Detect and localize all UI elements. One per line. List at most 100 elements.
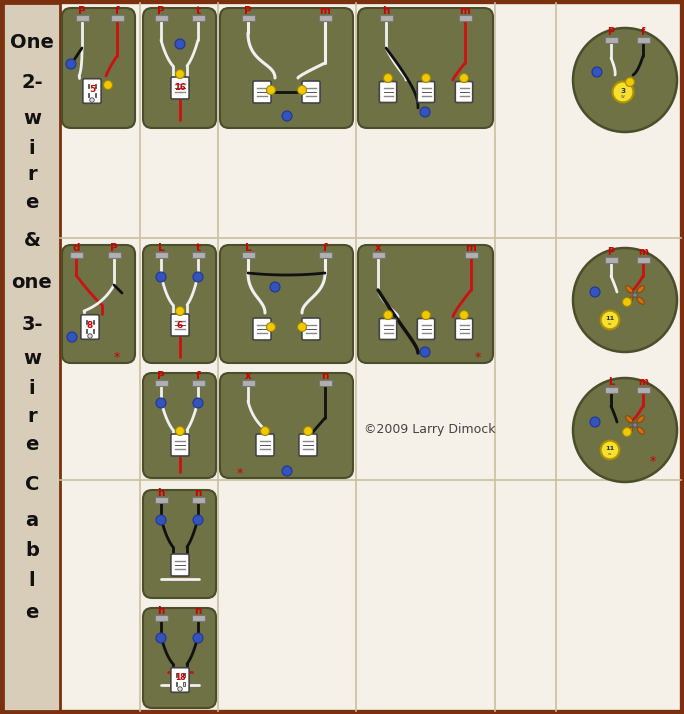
- FancyBboxPatch shape: [62, 8, 135, 128]
- Text: x: x: [375, 243, 382, 253]
- Text: P: P: [244, 6, 252, 16]
- FancyBboxPatch shape: [256, 434, 274, 456]
- Ellipse shape: [626, 286, 633, 293]
- Circle shape: [270, 282, 280, 292]
- Circle shape: [460, 74, 469, 83]
- FancyBboxPatch shape: [358, 8, 493, 128]
- Text: r: r: [27, 406, 37, 426]
- Bar: [380, 15, 393, 21]
- Text: e: e: [25, 435, 39, 453]
- Ellipse shape: [626, 297, 633, 304]
- Text: n: n: [321, 371, 329, 381]
- Bar: [319, 380, 332, 386]
- FancyBboxPatch shape: [143, 608, 216, 708]
- Text: h: h: [157, 606, 165, 616]
- Text: 6: 6: [177, 321, 183, 329]
- Bar: [86, 320, 88, 324]
- FancyBboxPatch shape: [302, 318, 320, 340]
- Circle shape: [103, 81, 112, 89]
- Bar: [155, 15, 168, 21]
- Bar: [637, 37, 650, 43]
- Circle shape: [267, 323, 276, 331]
- FancyBboxPatch shape: [81, 315, 99, 339]
- FancyBboxPatch shape: [143, 373, 216, 478]
- Circle shape: [282, 111, 292, 121]
- Text: P: P: [110, 243, 118, 253]
- Text: e: e: [25, 603, 39, 621]
- Text: i: i: [29, 139, 36, 158]
- Circle shape: [421, 74, 430, 83]
- Bar: [111, 15, 124, 21]
- FancyBboxPatch shape: [299, 434, 317, 456]
- Bar: [88, 84, 90, 89]
- Text: i: i: [29, 378, 36, 398]
- Circle shape: [193, 633, 203, 643]
- Circle shape: [156, 515, 166, 525]
- Bar: [94, 84, 96, 89]
- Text: t: t: [196, 6, 200, 16]
- Text: w: w: [23, 348, 41, 368]
- FancyBboxPatch shape: [253, 318, 271, 340]
- Circle shape: [601, 441, 619, 459]
- Bar: [192, 380, 205, 386]
- Circle shape: [573, 28, 677, 132]
- Ellipse shape: [626, 416, 633, 423]
- Text: L: L: [245, 243, 251, 253]
- Circle shape: [304, 426, 313, 436]
- Text: w: w: [608, 452, 611, 456]
- Circle shape: [90, 98, 94, 102]
- Text: a: a: [25, 511, 38, 530]
- Bar: [94, 93, 96, 97]
- Bar: [155, 615, 168, 621]
- Text: d: d: [73, 243, 80, 253]
- Ellipse shape: [626, 427, 633, 434]
- Circle shape: [613, 81, 633, 102]
- Text: 3-: 3-: [21, 316, 42, 334]
- Circle shape: [282, 466, 292, 476]
- Bar: [192, 252, 205, 258]
- Text: C: C: [25, 476, 39, 495]
- FancyBboxPatch shape: [380, 81, 397, 103]
- Text: 16: 16: [174, 84, 186, 93]
- Circle shape: [66, 59, 76, 69]
- Bar: [93, 320, 94, 324]
- FancyBboxPatch shape: [171, 434, 189, 456]
- Text: L: L: [608, 377, 614, 387]
- Text: l: l: [29, 570, 36, 590]
- Text: b: b: [25, 540, 39, 560]
- Ellipse shape: [637, 286, 644, 293]
- FancyBboxPatch shape: [171, 77, 189, 99]
- Circle shape: [590, 417, 600, 427]
- Text: P: P: [157, 6, 165, 16]
- FancyBboxPatch shape: [253, 81, 271, 103]
- Circle shape: [193, 272, 203, 282]
- Text: m: m: [638, 377, 648, 387]
- Bar: [176, 673, 177, 678]
- Bar: [371, 252, 384, 258]
- Circle shape: [175, 39, 185, 49]
- Text: e: e: [25, 193, 39, 211]
- Text: w: w: [621, 94, 625, 99]
- Bar: [241, 252, 254, 258]
- Text: 11: 11: [605, 446, 615, 451]
- Text: n: n: [194, 606, 202, 616]
- FancyBboxPatch shape: [417, 81, 435, 103]
- Text: f: f: [115, 6, 119, 16]
- FancyBboxPatch shape: [83, 79, 101, 104]
- Text: *: *: [114, 351, 120, 363]
- Bar: [241, 15, 254, 21]
- Ellipse shape: [637, 416, 644, 423]
- Text: m: m: [638, 247, 648, 257]
- Circle shape: [156, 272, 166, 282]
- Ellipse shape: [637, 297, 644, 304]
- Circle shape: [573, 378, 677, 482]
- Bar: [605, 257, 618, 263]
- Circle shape: [298, 323, 306, 331]
- Text: f: f: [323, 243, 328, 253]
- Circle shape: [176, 69, 185, 79]
- Circle shape: [267, 86, 276, 94]
- Bar: [176, 682, 177, 686]
- FancyBboxPatch shape: [358, 245, 493, 363]
- Bar: [637, 257, 650, 263]
- Text: One: One: [10, 33, 54, 51]
